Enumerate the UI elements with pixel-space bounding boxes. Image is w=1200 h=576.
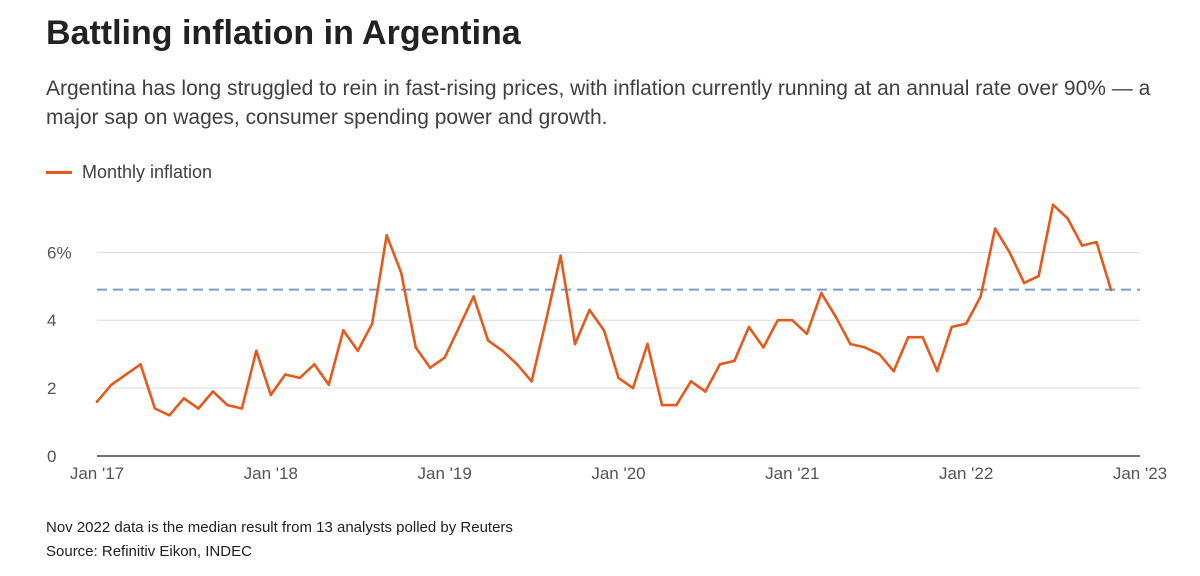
y-tick-label: 0	[47, 447, 56, 466]
data-point	[1022, 281, 1026, 285]
data-point	[834, 315, 838, 319]
y-axis-ticks: 0 2 4 6%	[47, 243, 72, 466]
data-point	[559, 254, 562, 258]
chart-title: Battling inflation in Argentina	[46, 14, 521, 52]
data-point	[544, 318, 548, 322]
data-point	[1037, 274, 1040, 278]
data-point	[848, 342, 852, 346]
data-point	[356, 349, 360, 353]
data-point	[197, 407, 200, 410]
data-point	[733, 359, 736, 363]
data-point	[530, 380, 533, 383]
data-point	[805, 332, 809, 336]
x-tick-label: Jan '18	[244, 464, 298, 483]
data-point	[370, 322, 374, 325]
data-point	[993, 227, 997, 230]
data-point	[139, 363, 142, 366]
data-point	[443, 356, 446, 359]
data-point	[776, 318, 780, 322]
x-tick-label: Jan '17	[70, 464, 124, 483]
grid-lines	[97, 251, 1140, 457]
data-point	[472, 295, 475, 298]
data-point	[341, 329, 345, 332]
data-point	[182, 396, 186, 400]
data-point	[631, 386, 635, 390]
data-point	[646, 342, 649, 346]
data-point	[327, 383, 331, 387]
x-tick-label: Jan '20	[591, 464, 645, 483]
y-tick-label: 2	[47, 379, 56, 398]
legend-label: Monthly inflation	[82, 161, 213, 182]
data-point	[791, 318, 794, 322]
data-point	[675, 403, 678, 407]
data-point	[414, 346, 417, 349]
data-point	[762, 346, 765, 349]
x-axis-ticks: Jan '17 Jan '18 Jan '19 Jan '20 Jan '21 Jan '…	[70, 464, 1167, 483]
data-point	[921, 335, 925, 339]
data-point	[1008, 251, 1011, 254]
data-point	[877, 352, 881, 356]
data-point	[226, 403, 229, 407]
data-point	[269, 393, 273, 397]
data-point	[689, 380, 693, 383]
data-point	[660, 403, 664, 407]
source-note: Source: Refinitiv Eikon, INDEC	[46, 543, 252, 560]
data-point	[110, 383, 113, 387]
data-point	[950, 325, 953, 329]
data-point	[892, 369, 896, 373]
data-point	[168, 413, 171, 417]
data-point	[617, 376, 620, 380]
x-tick-label: Jan '19	[418, 464, 472, 483]
data-point	[1095, 240, 1098, 244]
data-point	[501, 349, 504, 353]
data-point	[820, 291, 823, 295]
series-layer	[95, 203, 1113, 417]
data-point	[863, 346, 867, 349]
x-tick-label: Jan '22	[939, 464, 993, 483]
data-point	[573, 342, 577, 346]
data-point	[153, 407, 157, 410]
data-point	[588, 308, 591, 312]
data-point	[704, 390, 707, 393]
data-point	[906, 335, 910, 339]
data-point	[1080, 244, 1084, 247]
data-point	[515, 363, 519, 366]
series-line	[95, 203, 1113, 417]
data-point	[486, 339, 490, 342]
data-point	[1066, 217, 1069, 220]
data-point	[298, 376, 302, 380]
data-point	[935, 369, 939, 373]
x-tick-label: Jan '21	[765, 464, 819, 483]
data-point	[255, 349, 258, 353]
y-tick-label: 4	[47, 311, 56, 330]
data-point	[979, 295, 982, 298]
y-tick-label: 6%	[47, 243, 72, 262]
line-chart: 0 2 4 6% Jan '17 Jan '18 Jan '19 Jan '20 Jan '2…	[47, 203, 1167, 483]
legend-swatch	[46, 170, 72, 174]
data-point	[211, 390, 215, 393]
data-point	[95, 400, 99, 403]
data-point	[428, 366, 432, 370]
data-point	[602, 329, 606, 332]
data-point	[284, 373, 287, 376]
data-point	[1051, 203, 1055, 207]
footnote: Nov 2022 data is the median result from …	[46, 519, 513, 536]
data-point	[1109, 288, 1113, 291]
data-point	[964, 322, 968, 325]
data-point	[747, 325, 751, 329]
data-point	[240, 407, 244, 410]
data-point	[312, 363, 316, 366]
x-tick-label: Jan '23	[1113, 464, 1167, 483]
legend: Monthly inflation	[46, 160, 212, 184]
data-point	[124, 373, 128, 376]
data-point	[718, 363, 722, 366]
data-point	[385, 234, 389, 237]
chart-subtitle: Argentina has long struggled to rein in …	[46, 77, 1151, 129]
data-point	[457, 325, 461, 329]
data-point	[399, 271, 403, 274]
